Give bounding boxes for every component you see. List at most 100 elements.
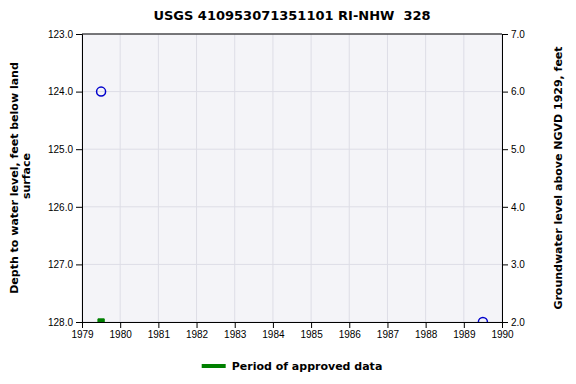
tick-mark (158, 322, 159, 328)
plot-background (82, 34, 502, 322)
tick: 1982 (186, 322, 209, 340)
tick-label: 1990 (491, 329, 514, 340)
grid-line (82, 149, 502, 150)
grid-line (311, 34, 312, 322)
tick-mark (502, 207, 508, 208)
tick-mark (273, 322, 274, 328)
tick-label: 1988 (415, 329, 438, 340)
tick-mark (349, 322, 350, 328)
y2-axis-label: Groundwater level above NGVD 1929, feet (552, 46, 565, 309)
tick-mark (76, 207, 82, 208)
tick-label: 1984 (262, 329, 285, 340)
tick-mark (76, 322, 82, 323)
tick-label: 1987 (377, 329, 400, 340)
tick-label: 1981 (148, 329, 171, 340)
series (97, 87, 488, 322)
tick-label: 1983 (224, 329, 247, 340)
tick-label: 128.0 (48, 317, 73, 328)
tick-mark (464, 322, 465, 328)
tick-mark (502, 322, 508, 323)
grid-line (234, 34, 235, 322)
series (98, 319, 104, 322)
grid-line (82, 91, 502, 92)
legend-swatch (202, 364, 226, 368)
tick: 1981 (148, 322, 171, 340)
tick-label: 123.0 (48, 29, 73, 40)
tick-label: 1989 (453, 329, 476, 340)
tick-mark (76, 92, 82, 93)
tick: 125.0 (48, 144, 82, 155)
tick: 1980 (110, 322, 133, 340)
tick-label: 2.0 (511, 317, 525, 328)
tick: 1984 (262, 322, 285, 340)
tick: 2.0 (502, 317, 525, 328)
grid-line (120, 34, 121, 322)
tick-mark (76, 34, 82, 35)
tick: 1979 (71, 322, 94, 340)
tick-label: 127.0 (48, 259, 73, 270)
grid-line (272, 34, 273, 322)
tick: 6.0 (502, 86, 525, 97)
grid-line (387, 34, 388, 322)
grid-line (82, 34, 502, 35)
tick-mark (502, 34, 508, 35)
plot: 1979 1980 1981 1982 1983 1984 1985 1986 1987 1988… (8, 29, 565, 340)
y-axis-label: Depth to water level, feet below land su… (8, 62, 34, 294)
grid-line (82, 206, 502, 207)
tick: 7.0 (502, 29, 525, 40)
grid-line (349, 34, 350, 322)
axis-line (503, 35, 509, 323)
point (98, 319, 104, 322)
tick-mark (387, 322, 388, 328)
axis-line (76, 35, 83, 323)
tick: 5.0 (502, 144, 525, 155)
chart-container: USGS 410953071351101 RI-NHW 328197919801… (0, 0, 576, 384)
plot-frame (82, 34, 502, 35)
tick-mark (120, 322, 121, 328)
tick: 4.0 (502, 202, 525, 213)
tick: 126.0 (48, 202, 82, 213)
point (97, 87, 106, 96)
tick-label: 1980 (110, 329, 133, 340)
tick-mark (502, 149, 508, 150)
point (478, 317, 487, 322)
tick-label: 124.0 (48, 86, 73, 97)
title: USGS 410953071351101 RI-NHW 328 (153, 8, 430, 23)
tick-mark (197, 322, 198, 328)
legend: Period of approved data (202, 360, 383, 373)
tick: 123.0 (48, 29, 82, 40)
tick: 1987 (377, 322, 400, 340)
chart-svg: USGS 410953071351101 RI-NHW 328197919801… (0, 0, 576, 384)
tick: 1983 (224, 322, 247, 340)
tick-mark (76, 149, 82, 150)
marks (97, 87, 488, 322)
x-axis: 1979 1980 1981 1982 1983 1984 1985 1986 1987 1988… (71, 322, 514, 340)
y2-axis: 7.0 6.0 5.0 4.0 3.0 2.0 (502, 29, 525, 328)
tick: 1986 (339, 322, 362, 340)
tick-label: 1986 (339, 329, 362, 340)
tick: 1985 (300, 322, 323, 340)
tick-mark (502, 92, 508, 93)
tick-label: 1979 (71, 329, 94, 340)
tick: 124.0 (48, 86, 82, 97)
tick-label: 7.0 (511, 29, 525, 40)
tick: 1989 (453, 322, 476, 340)
tick: 3.0 (502, 259, 525, 270)
axis-line (83, 323, 503, 329)
tick-label: 5.0 (511, 144, 525, 155)
tick-label: 6.0 (511, 86, 525, 97)
grid-line (463, 34, 464, 322)
tick-label: 1985 (300, 329, 323, 340)
grid-line (158, 34, 159, 322)
legend-label: Period of approved data (232, 360, 383, 373)
legend-item: Period of approved data (202, 360, 383, 373)
tick-label: 126.0 (48, 202, 73, 213)
tick-label: 125.0 (48, 144, 73, 155)
tick-label: 4.0 (511, 202, 525, 213)
tick-label: 1982 (186, 329, 209, 340)
y-axis: 123.0 124.0 125.0 126.0 127.0 128.0 (48, 29, 83, 328)
grid (82, 34, 502, 322)
tick-mark (426, 322, 427, 328)
grid-line (196, 34, 197, 322)
tick-mark (76, 264, 82, 265)
